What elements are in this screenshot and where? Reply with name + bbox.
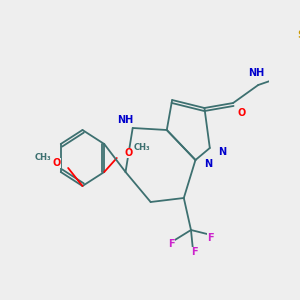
Text: NH: NH [117,115,134,125]
Text: O: O [52,158,61,168]
Text: N: N [218,147,226,157]
Text: CH₃: CH₃ [35,154,51,163]
Text: O: O [238,108,246,118]
Text: CH₃: CH₃ [134,143,150,152]
Text: O: O [124,148,133,158]
Text: F: F [207,233,214,243]
Text: F: F [191,247,198,257]
Text: F: F [168,239,175,249]
Text: N: N [204,159,212,169]
Text: NH: NH [248,68,265,78]
Text: S: S [297,30,300,40]
